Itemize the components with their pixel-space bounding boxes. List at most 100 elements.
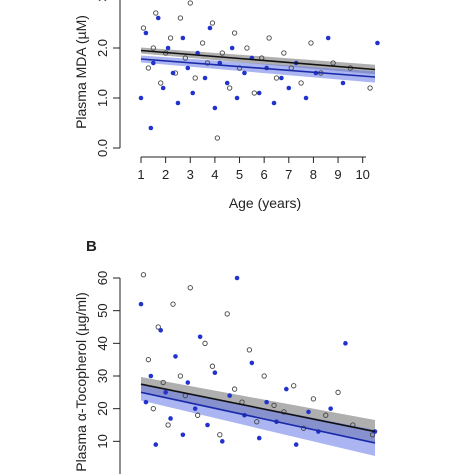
data-point xyxy=(155,324,161,330)
panel-b-plot: B 10 20 30 40 50 60 Plasma α-Tocopherol (µg/m… xyxy=(73,238,378,474)
data-point xyxy=(231,386,238,392)
data-point xyxy=(330,60,336,66)
data-point xyxy=(167,35,174,41)
data-point xyxy=(143,399,149,405)
data-point xyxy=(246,347,253,353)
data-point xyxy=(217,60,223,66)
y-tick-label: 50 xyxy=(95,303,110,317)
data-point xyxy=(185,380,191,385)
data-point xyxy=(325,35,331,41)
data-point xyxy=(153,10,159,16)
data-point xyxy=(155,15,161,21)
data-point xyxy=(170,301,176,307)
x-tick-label: 2 xyxy=(162,167,169,182)
data-point xyxy=(293,442,299,447)
data-point xyxy=(227,393,232,398)
data-point xyxy=(291,383,297,389)
panel-a-plot: 0.0 1.0 2.0 3 1 2 3 4 5 6 7 8 9 10 Age (years) Plasm… xyxy=(73,0,380,211)
data-point xyxy=(138,301,144,307)
data-point xyxy=(138,95,144,101)
data-point xyxy=(367,85,373,91)
data-point xyxy=(279,75,284,81)
data-point xyxy=(187,0,193,6)
data-point xyxy=(160,379,166,386)
regression-line xyxy=(140,58,376,78)
data-point xyxy=(209,20,216,26)
data-point xyxy=(180,432,186,438)
data-point xyxy=(202,75,208,81)
data-point xyxy=(343,341,348,346)
data-point xyxy=(151,60,156,66)
data-point xyxy=(244,45,250,51)
data-point xyxy=(165,422,171,428)
data-point xyxy=(214,135,221,141)
data-point xyxy=(224,80,230,86)
data-point xyxy=(212,370,218,376)
data-point xyxy=(217,432,223,438)
data-point xyxy=(284,386,289,392)
data-point xyxy=(242,70,247,76)
y-tick-label: 3 xyxy=(95,0,110,2)
data-point xyxy=(177,373,184,379)
data-point xyxy=(273,75,280,81)
data-point xyxy=(264,399,269,405)
data-point xyxy=(153,442,159,447)
data-point xyxy=(185,65,191,71)
x-tick-label: 1 xyxy=(137,167,144,182)
data-point xyxy=(227,85,233,91)
data-point xyxy=(158,80,164,86)
x-tick-label: 4 xyxy=(211,167,218,182)
data-point xyxy=(180,35,186,41)
data-point xyxy=(212,105,218,111)
x-tick-label: 8 xyxy=(310,167,317,182)
data-point xyxy=(229,45,235,51)
data-point xyxy=(192,75,198,81)
data-point xyxy=(256,435,262,441)
data-point xyxy=(177,15,184,21)
data-point xyxy=(182,55,188,61)
data-point xyxy=(165,45,171,51)
data-point xyxy=(251,90,257,96)
regression-line xyxy=(140,383,376,433)
data-point xyxy=(234,95,240,101)
y-tick-label: 60 xyxy=(95,271,110,285)
data-point xyxy=(286,85,292,91)
data-point xyxy=(160,85,166,91)
y-tick-label: 30 xyxy=(95,369,110,383)
data-point xyxy=(140,25,147,31)
data-point xyxy=(256,90,262,96)
data-point xyxy=(261,373,267,379)
data-point xyxy=(310,396,317,402)
y-tick-label: 20 xyxy=(95,401,110,415)
data-point xyxy=(192,406,198,411)
data-point xyxy=(148,125,154,131)
data-point xyxy=(163,390,168,395)
data-point xyxy=(202,340,208,346)
data-point xyxy=(298,80,304,86)
data-point xyxy=(209,363,216,369)
y-tick-label: 10 xyxy=(95,434,110,448)
data-point xyxy=(170,70,176,76)
data-point xyxy=(140,272,147,278)
data-point xyxy=(199,40,206,46)
x-tick-label: 10 xyxy=(355,167,369,182)
panel-b-letter: B xyxy=(86,238,97,255)
data-point xyxy=(219,439,225,444)
x-tick-label: 6 xyxy=(261,167,268,182)
data-point xyxy=(173,354,178,359)
data-point xyxy=(375,40,380,46)
y-tick-label: 2.0 xyxy=(95,39,110,57)
regression-line xyxy=(140,49,376,71)
regression-line xyxy=(140,391,376,444)
y-tick-label: 0.0 xyxy=(95,139,110,157)
y-tick-label: 1.0 xyxy=(95,89,110,107)
data-point xyxy=(168,416,173,421)
data-point xyxy=(266,35,272,41)
data-point xyxy=(335,389,341,395)
data-point xyxy=(158,327,164,333)
data-point xyxy=(234,275,240,281)
confidence-band xyxy=(141,55,375,83)
data-point xyxy=(175,100,181,106)
x-tick-label: 5 xyxy=(236,167,243,182)
